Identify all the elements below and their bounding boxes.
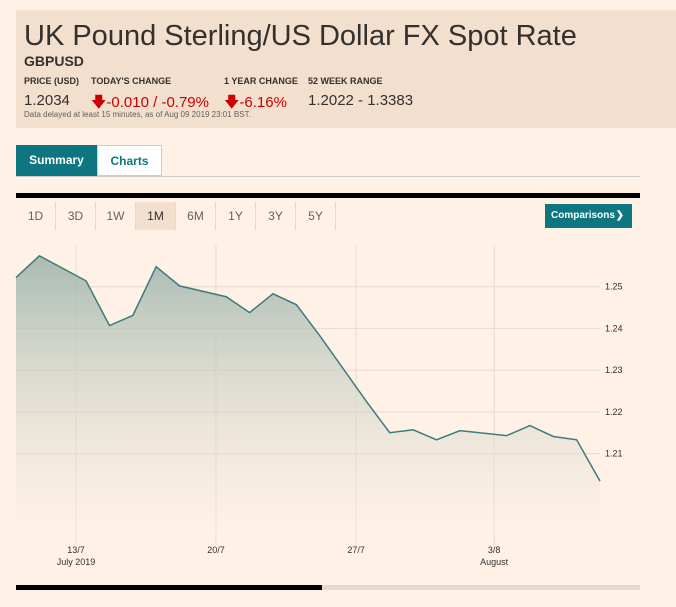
symbol: GBPUSD bbox=[24, 53, 84, 69]
header: UK Pound Sterling/US Dollar FX Spot Rate… bbox=[16, 10, 676, 128]
range-button[interactable]: 1W bbox=[96, 202, 136, 230]
stat: TODAY'S CHANGE 🡇-0.010 / -0.79% bbox=[91, 76, 209, 117]
stat-label: PRICE (USD) bbox=[24, 76, 80, 86]
top-rule bbox=[16, 193, 640, 198]
down-arrow: 🡇 bbox=[91, 94, 107, 111]
title: UK Pound Sterling/US Dollar FX Spot Rate bbox=[24, 20, 577, 52]
area bbox=[16, 255, 600, 538]
range-button[interactable]: 1M bbox=[136, 202, 176, 230]
range-button[interactable]: 6M bbox=[176, 202, 216, 230]
scroll-thumb[interactable] bbox=[16, 585, 322, 590]
range-button[interactable]: 5Y bbox=[296, 202, 336, 230]
range-button[interactable]: 1D bbox=[16, 202, 56, 230]
range-button[interactable]: 1Y bbox=[216, 202, 256, 230]
chevron: ❯ bbox=[615, 210, 624, 221]
stat-value: -6.16% bbox=[239, 94, 287, 111]
stat-label: 52 WEEK RANGE bbox=[308, 76, 383, 86]
y-tick-label: 1.22 bbox=[605, 407, 623, 417]
y-tick-label: 1.21 bbox=[605, 449, 623, 459]
month-label: July 2019 bbox=[57, 557, 96, 567]
y-tick-label: 1.25 bbox=[605, 282, 623, 292]
stat-value: 1.2022 - 1.3383 bbox=[308, 92, 414, 109]
stat: PRICE (USD) 1.2034 bbox=[24, 76, 79, 109]
month-label: August bbox=[480, 557, 509, 567]
x-tick-label: 3/8 bbox=[488, 545, 501, 555]
x-tick-label: 13/7 bbox=[67, 545, 85, 555]
stat-value: 1.2034 bbox=[24, 92, 70, 109]
range-button[interactable]: 3D bbox=[56, 202, 96, 230]
comparisons-button[interactable]: Comparisons ❯ bbox=[545, 204, 632, 228]
stat-label: 1 YEAR CHANGE bbox=[224, 76, 298, 86]
button-label: Comparisons bbox=[551, 210, 615, 221]
x-tick-label: 20/7 bbox=[207, 545, 225, 555]
y-tick-label: 1.24 bbox=[605, 323, 623, 333]
down-arrow: 🡇 bbox=[224, 94, 240, 111]
divider bbox=[16, 176, 640, 177]
stat-value: -0.010 / -0.79% bbox=[106, 94, 209, 111]
stat-value-wrap: 🡇-6.16% bbox=[224, 92, 298, 117]
stat-label: TODAY'S CHANGE bbox=[91, 76, 172, 86]
line bbox=[15, 254, 601, 482]
tab[interactable]: Summary bbox=[16, 145, 97, 176]
note: Data delayed at least 15 minutes, as of … bbox=[24, 110, 251, 119]
stat-value-wrap: 🡇-0.010 / -0.79% bbox=[91, 92, 209, 117]
scroll-track bbox=[16, 585, 640, 590]
stat: 52 WEEK RANGE 1.2022 - 1.3383 bbox=[308, 76, 413, 109]
range-button[interactable]: 3Y bbox=[256, 202, 296, 230]
stat: 1 YEAR CHANGE 🡇-6.16% bbox=[224, 76, 298, 117]
tab[interactable]: Charts bbox=[97, 145, 162, 176]
x-tick-label: 27/7 bbox=[347, 545, 365, 555]
y-tick-label: 1.23 bbox=[605, 365, 623, 375]
